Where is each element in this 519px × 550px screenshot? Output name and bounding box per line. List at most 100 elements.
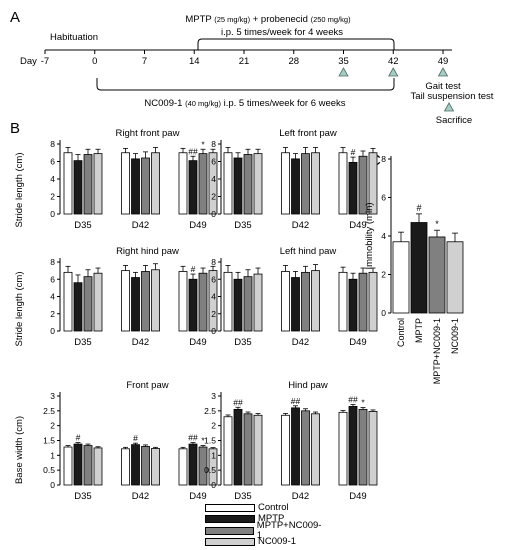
mptp-schedule: i.p. 5 times/week for 4 weeks	[221, 27, 343, 38]
significance-mark: #	[133, 433, 138, 443]
y-tick-label: 0	[211, 209, 216, 219]
panel-b-label: B	[10, 120, 20, 137]
bar-mptp-d35	[73, 282, 83, 332]
legend-swatch-nc009	[205, 538, 255, 546]
sacrifice-label: Sacrifice	[436, 115, 472, 126]
x-tick-label: D49	[189, 220, 206, 231]
significance-mark: #	[351, 147, 356, 157]
habituation-label: Habituation	[50, 32, 98, 43]
nc009-text: NC009-1 (40 mg/kg) i.p. 5 times/week for…	[144, 98, 345, 109]
bar-mptp-d42	[131, 158, 140, 215]
y-tick-label: 1.5	[43, 436, 55, 446]
x-tick-label: Control	[396, 318, 406, 347]
bar-mptp-d35	[233, 157, 243, 215]
y-tick-label: 6	[381, 193, 386, 203]
bar-mptp-nc009-1-d42	[301, 410, 310, 486]
significance-mark: ##	[348, 395, 358, 405]
day-tick-label: 42	[388, 56, 399, 67]
day-tick-label: 35	[338, 56, 349, 67]
day-tick-label: 49	[438, 56, 449, 67]
test-day-triangle	[388, 67, 399, 77]
x-tick-label: D49	[349, 491, 366, 502]
chart-left-front-paw: 0 2 4 6 8 Left front paw D35 D42 D49 #	[211, 128, 378, 231]
day-tick-label: 14	[189, 56, 200, 67]
bar-nc009-1-d35	[253, 153, 263, 215]
bar-mptp-d42	[131, 277, 140, 332]
y-tick-label: 6	[211, 274, 216, 284]
bar-control-d49	[338, 411, 348, 486]
nc009-bracket	[96, 78, 395, 91]
bar-control-d49	[178, 152, 188, 215]
x-tick-label: D42	[292, 491, 309, 502]
y-tick-label: 2	[50, 309, 55, 319]
y-tick-label: 8	[50, 257, 55, 267]
bar-control-d42	[281, 414, 290, 486]
significance-mark: *	[201, 139, 205, 149]
bar-mptp-d49	[188, 278, 198, 332]
legend-label-mptp-nc009: MPTP+NC009-1	[256, 519, 322, 541]
x-tick-label: D35	[74, 337, 91, 348]
x-tick-label: D49	[349, 220, 366, 231]
y-tick-label: 0	[50, 209, 55, 219]
y-tick-label: 4	[50, 174, 55, 184]
chart-title: Left front paw	[279, 128, 337, 139]
legend-item-mptp: MPTP	[205, 514, 325, 525]
bar-mptp-d49	[348, 278, 358, 332]
x-tick-label: D42	[132, 220, 149, 231]
x-tick-label: D42	[132, 337, 149, 348]
bar-nc009-1-d35	[253, 414, 263, 486]
bar-mptp-nc009-1-d35	[83, 276, 93, 332]
chart-right-front-paw: 0 2 4 6 8 Stride length (cm) Right front paw D3…	[14, 128, 218, 231]
x-tick-label: NC009-1	[450, 318, 460, 354]
bar-control-d49	[338, 152, 348, 215]
bar-nc009-1-d42	[151, 448, 160, 486]
bar-nc009-1-d42	[151, 269, 160, 332]
bar-control-d42	[281, 271, 290, 332]
x-tick-label: D35	[234, 337, 251, 348]
y-tick-label: 4	[211, 292, 216, 302]
legend-label-control: Control	[258, 501, 289, 513]
y-tick-label: 0	[211, 480, 216, 490]
y-tick-label: 0.5	[204, 465, 216, 475]
bar-control-d49	[338, 271, 348, 332]
bar-control-d35	[63, 446, 73, 486]
x-tick-label: MPTP+NC009-1	[432, 318, 442, 384]
y-tick-label: 6	[50, 157, 55, 167]
bar-nc009-1-d49	[368, 271, 378, 332]
bar-nc009-1-d42	[311, 152, 320, 215]
day-tick-label: 21	[239, 56, 250, 67]
day-tick-label: -7	[41, 56, 49, 67]
bar-control-d35	[223, 271, 233, 332]
panel-a-label: A	[10, 9, 20, 26]
y-tick-label: 6	[50, 274, 55, 284]
y-tick-label: 4	[50, 292, 55, 302]
x-tick-label: D49	[189, 491, 206, 502]
test-day-triangle	[437, 67, 449, 77]
bar-nc009-1-d35	[93, 447, 103, 486]
bar-mptp-nc009-1-d42	[301, 153, 310, 215]
y-tick-label: 1.5	[204, 436, 216, 446]
panel-a-timeline: A Habituation MPTP (25 mg/kg) + probenec…	[10, 9, 494, 126]
y-axis-label: Immobility (min)	[364, 202, 375, 269]
y-tick-label: 8	[50, 139, 55, 149]
y-tick-label: 4	[211, 174, 216, 184]
y-tick-label: 0	[50, 326, 55, 336]
x-tick-label: D42	[132, 491, 149, 502]
bar-mptp-nc009-1-d42	[141, 157, 150, 215]
bar-mptp-d49	[188, 160, 198, 215]
chart-left-hind-paw: 0 2 4 6 8 Left hind paw D35 D42 D49	[211, 246, 378, 348]
bar-control-d35	[223, 152, 233, 215]
significance-mark: #	[416, 203, 421, 213]
mptp-text: MPTP (25 mg/kg) + probenecid (250 mg/kg)	[185, 14, 351, 25]
significance-mark: ##	[188, 146, 198, 156]
y-axis-label: Stride length (cm)	[14, 153, 25, 228]
bar-mptp-d42	[131, 444, 140, 486]
day-tick-label: 28	[288, 56, 299, 67]
bar-mptp-nc009-1-d42	[141, 271, 150, 332]
chart-front-paw: 0 0.5 1 1.5 2 2.5 3 Base width (cm) Front paw D35…	[14, 380, 218, 502]
y-tick-label: 2	[381, 270, 386, 280]
x-tick-label: D49	[189, 337, 206, 348]
bar-nc009-1	[446, 241, 464, 314]
y-tick-label: 8	[211, 139, 216, 149]
bar-control-d35	[63, 271, 73, 332]
